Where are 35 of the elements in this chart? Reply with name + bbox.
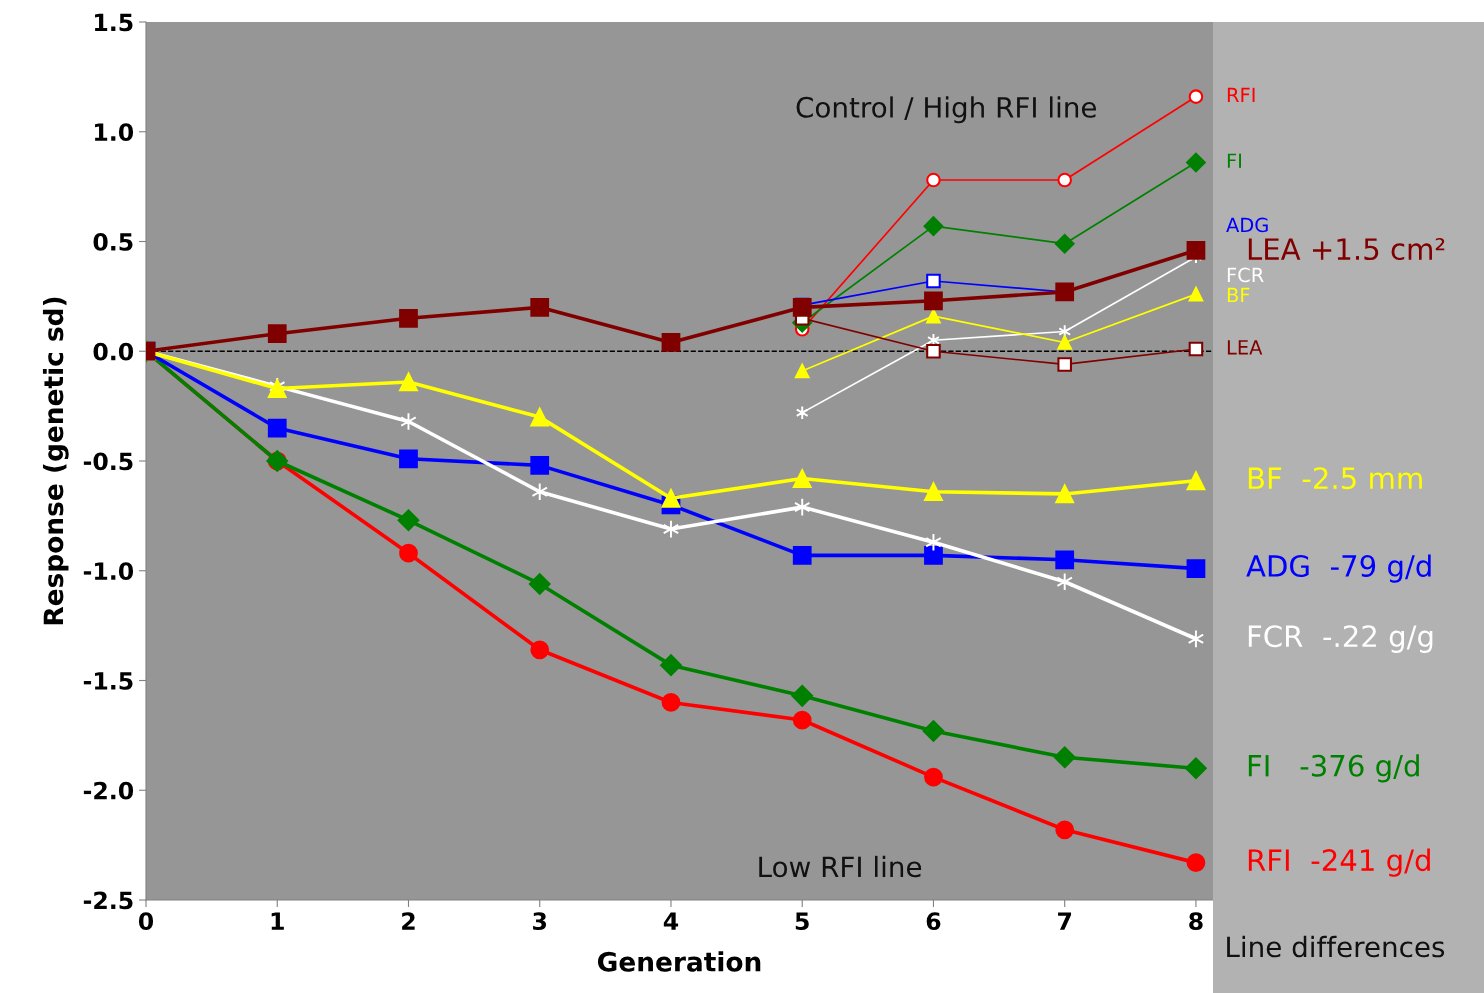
annotation: Control / High RFI line [796, 96, 1097, 124]
y-tick-label: 1.0 [95, 123, 134, 142]
text: Line differences [1227, 935, 1445, 958]
series-label: FI [1227, 153, 1242, 168]
y-tick-label: -1.5 [83, 672, 133, 690]
y-tick-label: -1.0 [83, 562, 134, 581]
y-tick-label: -2.5 [83, 891, 133, 910]
x-tick-label: 1 [271, 912, 284, 930]
y-tick-label: 0.0 [93, 342, 134, 361]
x-tick-label: 0 [138, 912, 154, 931]
series-label: FI -376 g/d [1248, 754, 1419, 783]
series-label: BF [1227, 287, 1250, 303]
y-tick-label: 1.5 [95, 13, 133, 32]
x-tick-label: 4 [663, 912, 679, 930]
series-label: ADG -79 g/d [1246, 554, 1431, 583]
series-label: LEA +1.5 cm² [1248, 238, 1445, 261]
series-label: FCR [1227, 267, 1264, 283]
x-axis-title: Generation [598, 951, 761, 972]
series-label: FCR -.22 g/g [1248, 625, 1433, 653]
y-tick-label: 0.5 [93, 232, 133, 251]
series-label: BF -2.5 mm [1248, 467, 1422, 490]
y-tick-label: -2.0 [83, 781, 134, 800]
x-tick-label: 5 [795, 912, 809, 931]
x-tick-label: 8 [1189, 912, 1203, 931]
y-axis-title: Response (genetic sd) [42, 297, 69, 625]
x-tick-label: 6 [926, 912, 941, 931]
x-tick-label: 2 [402, 912, 415, 930]
series-label: ADG [1226, 217, 1268, 233]
series-label: LEA [1227, 340, 1263, 355]
x-tick-label: 7 [1058, 912, 1072, 930]
y-tick-label: -0.5 [83, 452, 133, 471]
series-label: RFI [1227, 87, 1255, 102]
x-tick-label: 3 [533, 912, 547, 931]
annotation: Low RFI line [759, 855, 922, 878]
series-label: RFI -241 g/d [1248, 848, 1430, 877]
